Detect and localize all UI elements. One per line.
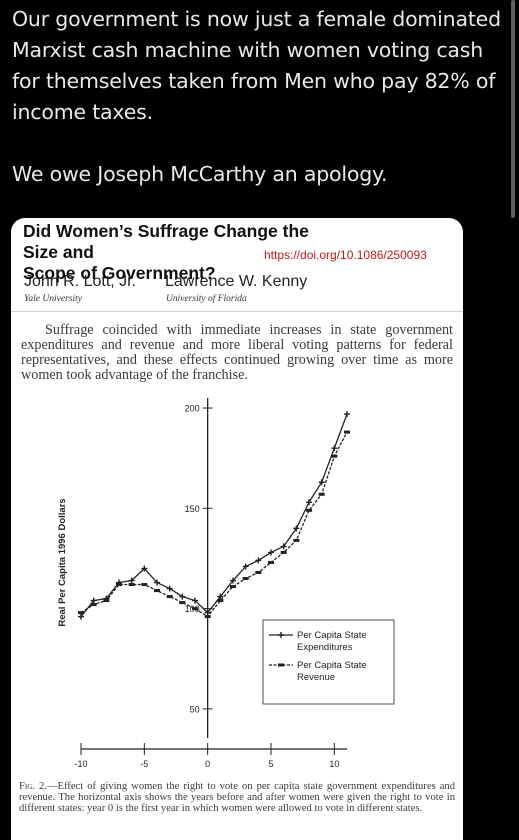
- x-tick-label: 5: [268, 759, 273, 769]
- legend-label: Per Capita State Expenditures: [297, 630, 367, 653]
- data-point: [103, 599, 110, 603]
- paper-header: Did Women’s Suffrage Change the Size and…: [11, 218, 463, 312]
- y-axis-label: Real Per Capita 1996 Dollars: [57, 498, 68, 626]
- figure-label: Fig. 2.: [19, 781, 47, 792]
- data-point: [344, 411, 350, 418]
- data-point: [179, 593, 186, 600]
- figure-caption: Fig. 2.—Effect of giving women the right…: [19, 781, 455, 814]
- data-point: [154, 579, 160, 586]
- data-point: [154, 589, 160, 593]
- data-point: [204, 615, 211, 619]
- data-point: [179, 601, 186, 605]
- data-point: [331, 454, 338, 458]
- tweet-paragraph: Our government is now just a female domi…: [12, 7, 501, 124]
- data-point: [141, 583, 148, 587]
- doi-link: https://doi.org/10.1086/250093: [264, 248, 427, 262]
- data-point: [242, 563, 249, 570]
- data-point: [293, 538, 300, 542]
- author-name: John R. Lott, Jr.: [24, 273, 137, 290]
- data-point: [192, 597, 198, 604]
- data-point: [192, 607, 198, 611]
- author-name: Lawrence W. Kenny: [165, 273, 308, 290]
- data-point: [116, 583, 122, 587]
- data-point: [90, 603, 97, 607]
- legend-marker: [278, 663, 284, 667]
- data-point: [78, 613, 84, 620]
- data-point: [280, 550, 287, 554]
- paper-summary: Suffrage coincided with immediate increa…: [21, 322, 453, 383]
- scrollbar-thumb[interactable]: [511, 0, 515, 218]
- data-point: [204, 609, 211, 616]
- data-point: [128, 577, 135, 584]
- paper-title: Did Women’s Suffrage Change the Size and…: [23, 221, 309, 283]
- legend-marker: [278, 632, 284, 638]
- data-point: [344, 430, 350, 434]
- legend-box: [262, 619, 395, 705]
- y-tick-label: 50: [190, 704, 200, 714]
- x-tick-label: 0: [205, 759, 210, 769]
- data-point: [90, 597, 97, 604]
- data-point: [217, 593, 224, 600]
- data-point: [242, 577, 249, 581]
- data-point: [255, 570, 262, 574]
- data-point: [293, 525, 300, 532]
- data-point: [280, 543, 287, 550]
- x-tick-label: 10: [329, 759, 339, 769]
- figure-caption-text: —Effect of giving women the right to vot…: [19, 781, 455, 814]
- data-point: [141, 565, 148, 572]
- data-point: [78, 611, 84, 615]
- data-point: [128, 583, 135, 587]
- data-point: [306, 508, 312, 512]
- data-point: [230, 577, 236, 584]
- legend-label: Per Capita State Revenue: [297, 660, 367, 683]
- attached-image[interactable]: Did Women’s Suffrage Change the Size and…: [11, 218, 463, 840]
- data-point: [166, 585, 173, 592]
- tweet-text: Our government is now just a female domi…: [12, 4, 508, 190]
- data-point: [268, 560, 274, 564]
- data-point: [318, 479, 325, 486]
- data-point: [255, 557, 262, 564]
- data-point: [331, 445, 338, 452]
- data-point: [166, 595, 173, 599]
- series-line: [80, 413, 348, 618]
- y-tick-label: 150: [185, 504, 200, 514]
- author-affiliation: Yale University: [24, 294, 82, 304]
- series-line: [80, 431, 348, 618]
- x-tick-label: -10: [74, 759, 87, 769]
- x-tick-label: -5: [140, 759, 148, 769]
- data-point: [217, 599, 224, 603]
- data-point: [230, 585, 236, 589]
- tweet-paragraph: We owe Joseph McCarthy an apology.: [12, 162, 388, 186]
- data-point: [306, 499, 312, 506]
- author-affiliation: University of Florida: [166, 294, 247, 304]
- data-point: [268, 549, 274, 556]
- y-tick-label: 200: [185, 404, 200, 414]
- data-point: [318, 492, 325, 496]
